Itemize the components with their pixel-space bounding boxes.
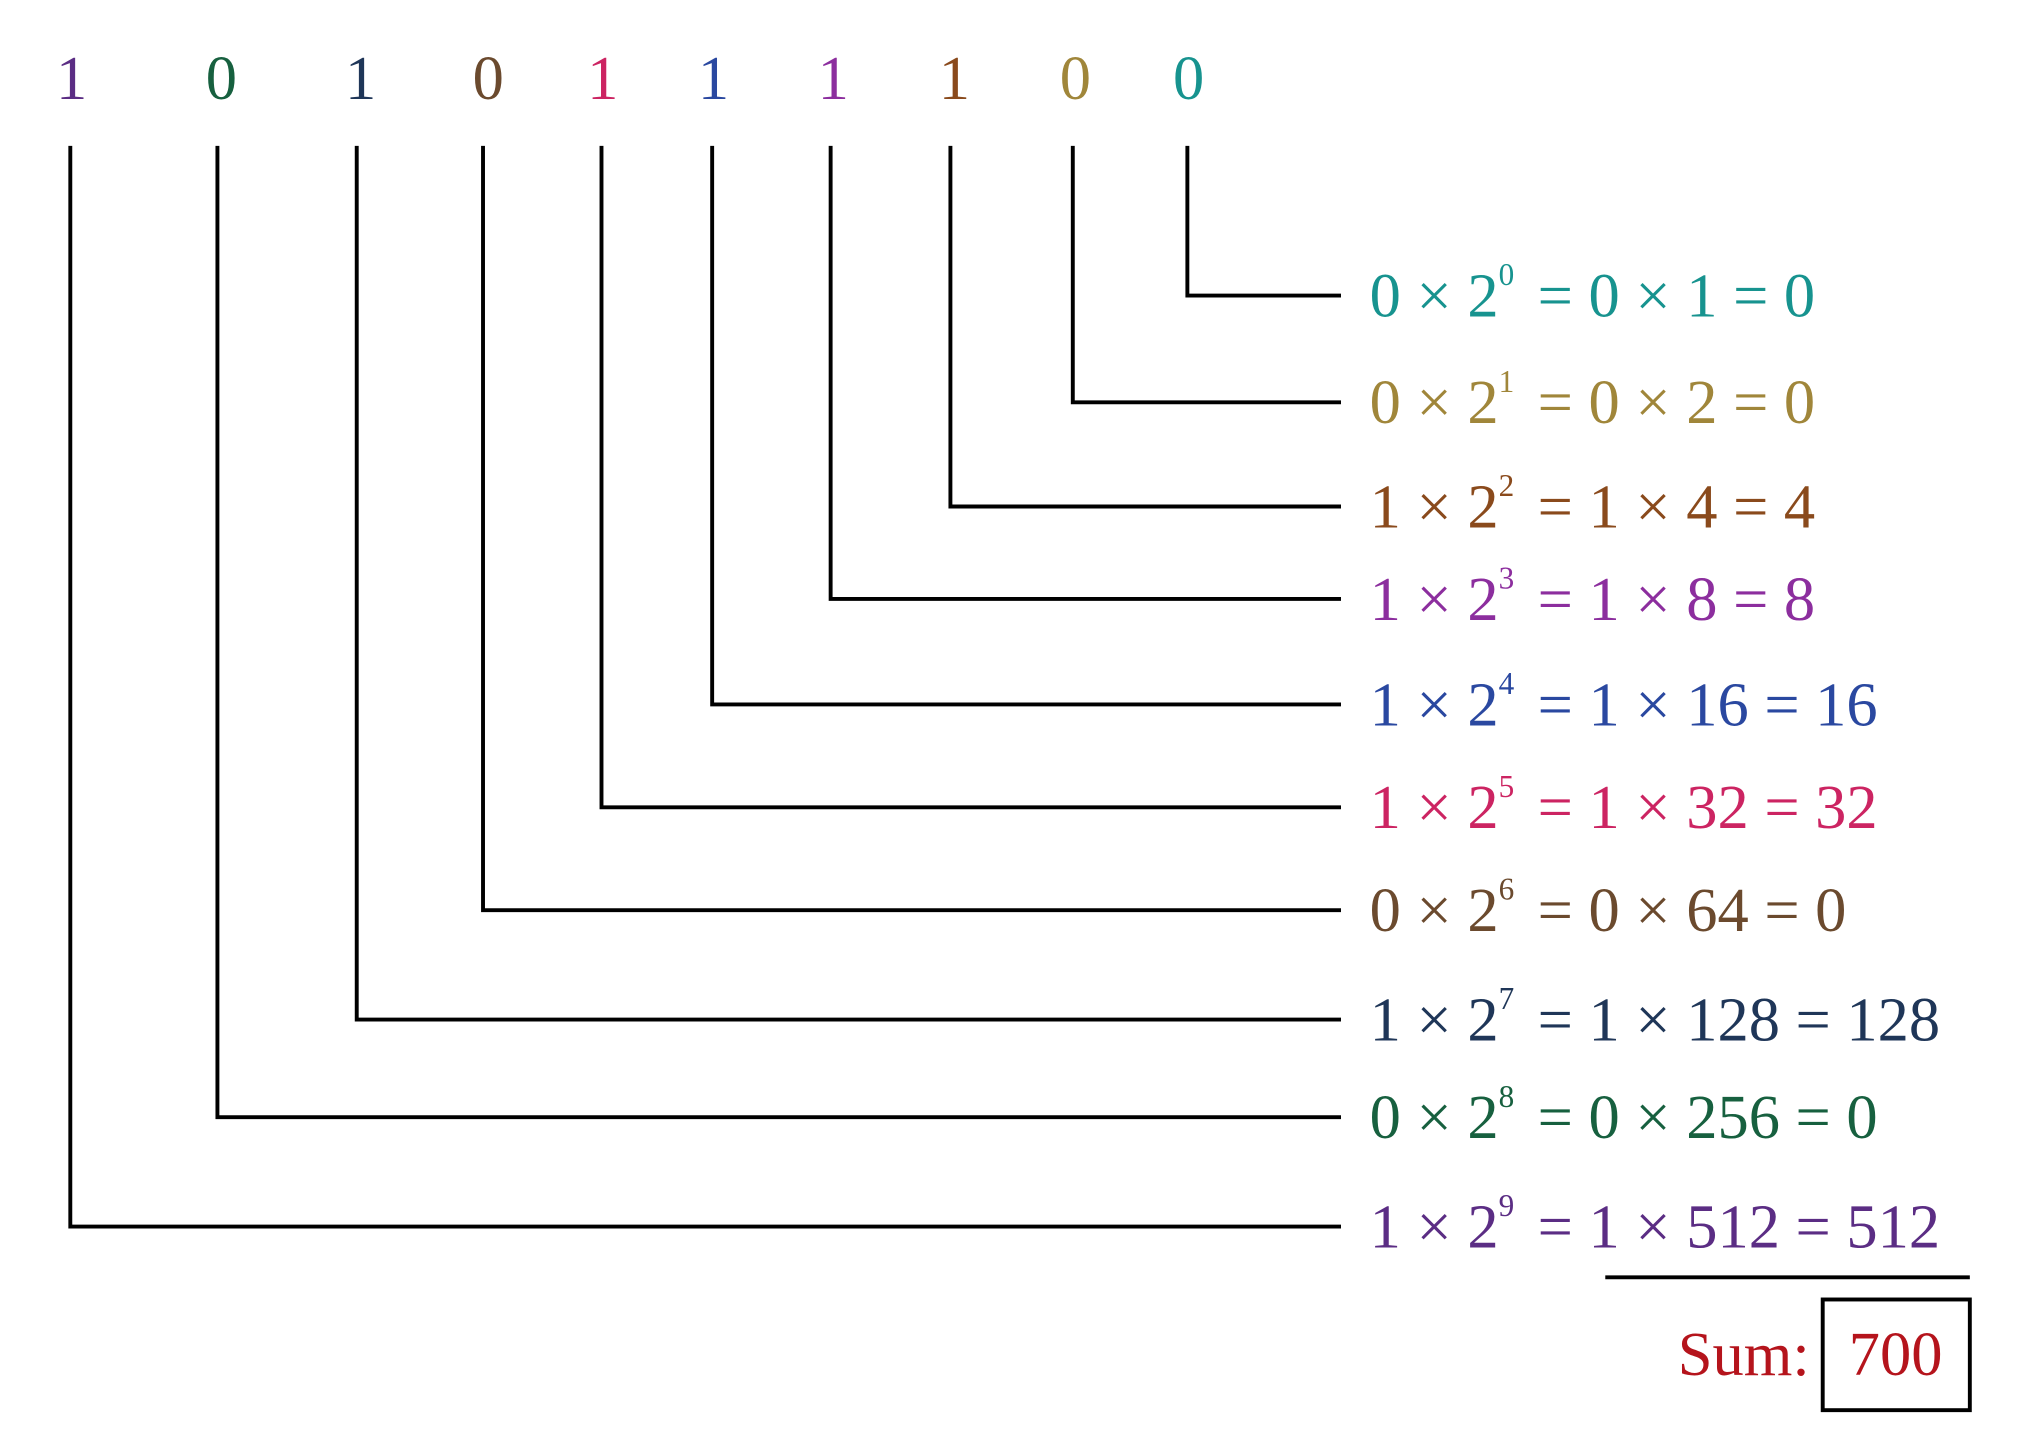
- term-exponent: 2: [1499, 468, 1515, 503]
- term-base: 0 × 2: [1370, 367, 1499, 437]
- term-result: = 0 × 256 = 0: [1538, 1082, 1878, 1152]
- term-base: 1 × 2: [1370, 984, 1499, 1054]
- term: 0 × 20 = 0 × 1 = 0: [1370, 257, 1816, 330]
- sum-box: [1820, 1297, 1972, 1413]
- term-exponent: 5: [1499, 769, 1515, 804]
- term-result: = 1 × 128 = 128: [1538, 984, 1941, 1054]
- term-base: 1 × 2: [1370, 564, 1499, 634]
- connector: [599, 145, 1341, 810]
- term: 1 × 25 = 1 × 32 = 32: [1370, 769, 1878, 842]
- term-result: = 1 × 8 = 8: [1538, 564, 1816, 634]
- connector: [354, 145, 1341, 1022]
- term-exponent: 0: [1499, 257, 1515, 292]
- term: 0 × 21 = 0 × 2 = 0: [1370, 364, 1816, 437]
- digit: 0: [206, 43, 237, 113]
- term-exponent: 1: [1499, 364, 1515, 399]
- connector: [68, 145, 1341, 1229]
- connector: [1070, 145, 1341, 405]
- term-result: = 1 × 4 = 4: [1538, 471, 1816, 541]
- term: 1 × 29 = 1 × 512 = 512: [1370, 1188, 1941, 1261]
- term: 0 × 28 = 0 × 256 = 0: [1370, 1079, 1878, 1152]
- sum-value: 700: [1849, 1319, 1943, 1389]
- term-exponent: 3: [1499, 561, 1515, 596]
- digit: 1: [818, 43, 849, 113]
- sum-label: Sum:: [1678, 1319, 1810, 1389]
- connector: [481, 145, 1341, 913]
- digit: 1: [56, 43, 87, 113]
- term: 1 × 22 = 1 × 4 = 4: [1370, 468, 1816, 541]
- term: 0 × 26 = 0 × 64 = 0: [1370, 872, 1847, 945]
- connector: [1185, 145, 1341, 298]
- term: 1 × 27 = 1 × 128 = 128: [1370, 981, 1941, 1054]
- term-result: = 1 × 32 = 32: [1538, 772, 1878, 842]
- term-result: = 1 × 16 = 16: [1538, 669, 1878, 739]
- term-base: 1 × 2: [1370, 669, 1499, 739]
- connector: [828, 145, 1341, 601]
- term-result: = 0 × 1 = 0: [1538, 260, 1816, 330]
- connector: [215, 145, 1341, 1120]
- digit: 1: [587, 43, 618, 113]
- term: 1 × 23 = 1 × 8 = 8: [1370, 561, 1816, 634]
- term-base: 0 × 2: [1370, 260, 1499, 330]
- term-exponent: 7: [1499, 981, 1515, 1016]
- term-base: 1 × 2: [1370, 772, 1499, 842]
- term: 1 × 24 = 1 × 16 = 16: [1370, 666, 1878, 739]
- term-exponent: 8: [1499, 1079, 1515, 1114]
- term-base: 0 × 2: [1370, 1082, 1499, 1152]
- term-base: 1 × 2: [1370, 1191, 1499, 1261]
- connector: [710, 145, 1341, 707]
- digit: 0: [473, 43, 504, 113]
- digit: 0: [1173, 43, 1204, 113]
- digit: 1: [345, 43, 376, 113]
- term-result: = 1 × 512 = 512: [1538, 1191, 1941, 1261]
- digit: 0: [1060, 43, 1091, 113]
- term-exponent: 4: [1499, 666, 1515, 701]
- digit: 1: [698, 43, 729, 113]
- digit: 1: [939, 43, 970, 113]
- connector: [948, 145, 1341, 509]
- term-base: 1 × 2: [1370, 471, 1499, 541]
- term-exponent: 6: [1499, 872, 1515, 907]
- term-result: = 0 × 2 = 0: [1538, 367, 1816, 437]
- term-exponent: 9: [1499, 1188, 1515, 1223]
- term-result: = 0 × 64 = 0: [1538, 875, 1847, 945]
- term-base: 0 × 2: [1370, 875, 1499, 945]
